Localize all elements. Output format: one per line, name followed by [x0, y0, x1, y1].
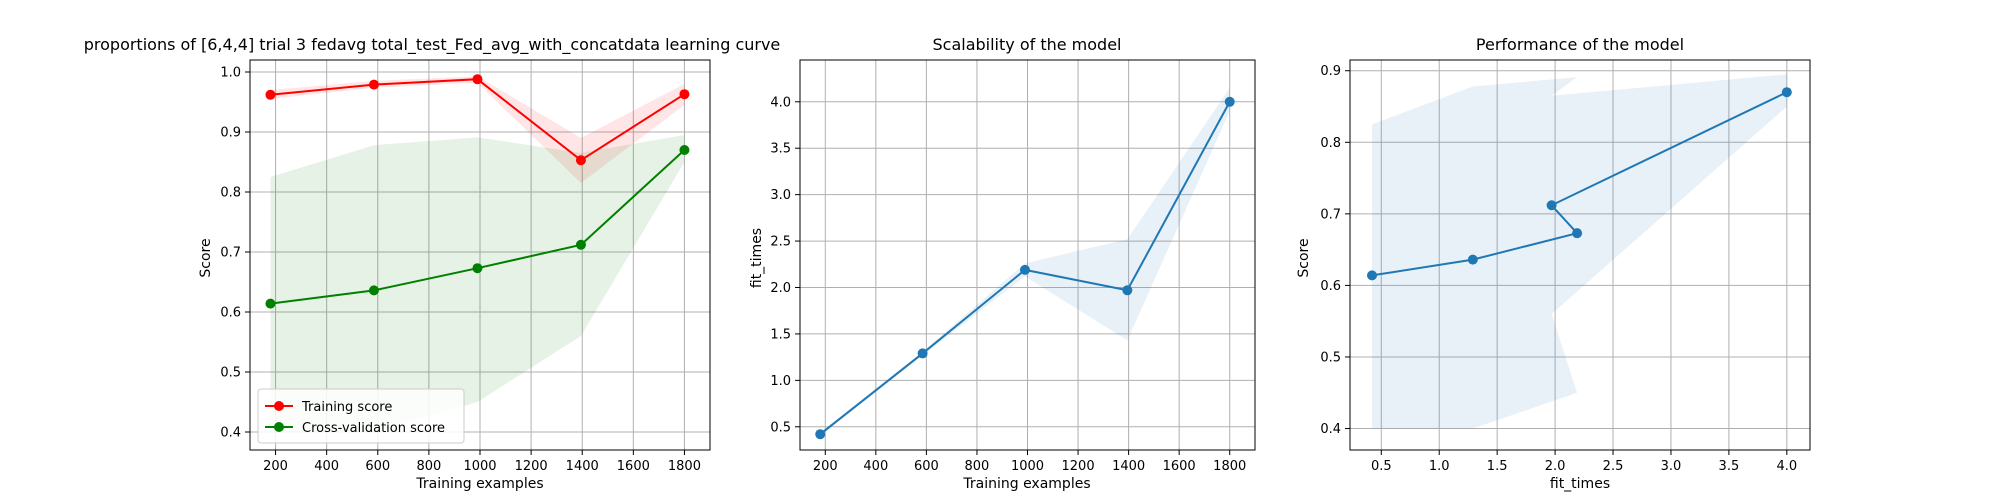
learning-curve-plot-area: 200 400 600 800 1000 1200 1400 1600 1800 0.4 0.5 0.… — [220, 59, 711, 474]
scalability-title: Scalability of the model — [933, 35, 1122, 54]
legend-label-cv: Cross-validation score — [302, 421, 445, 436]
learning-curve-ytick-label: 0.5 — [220, 366, 241, 381]
learning-curve-point-1-0 — [265, 298, 276, 309]
performance-ytick-label: 0.5 — [1320, 350, 1341, 365]
learning-curve-point-1-3 — [575, 239, 586, 250]
performance-xtick-label: 4.0 — [1776, 459, 1797, 474]
scalability-ytick-label: 1.5 — [770, 327, 791, 342]
learning-curve-xtick-label: 1200 — [515, 459, 548, 474]
performance-ytick-label: 0.8 — [1320, 136, 1341, 151]
scalability-xlabel: Training examples — [962, 476, 1090, 492]
learning-curve-xlabel: Training examples — [415, 476, 543, 492]
learning-curve-xtick-label: 600 — [365, 459, 390, 474]
learning-curve-ytick-label: 0.4 — [220, 426, 241, 441]
scalability-xtick-label: 200 — [813, 459, 838, 474]
learning-curve-point-1-4 — [679, 145, 690, 155]
performance-xtick-label: 2.5 — [1603, 459, 1624, 474]
learning-curve-xtick-label: 1000 — [463, 459, 496, 474]
scalability-point-0-2 — [1019, 264, 1030, 275]
performance-ytick-label: 0.7 — [1320, 207, 1341, 222]
scalability-xtick-label: 800 — [965, 459, 990, 474]
performance-xtick-label: 1.5 — [1487, 459, 1508, 474]
learning-curve-xtick-label: 1800 — [668, 459, 701, 474]
scalability-xtick-label: 1000 — [1011, 459, 1044, 474]
learning-curve-point-0-2 — [472, 74, 483, 85]
performance-point-0-4 — [1781, 87, 1792, 98]
performance-title: Performance of the model — [1476, 35, 1684, 54]
learning-curve-point-0-1 — [368, 79, 379, 90]
performance-point-0-0 — [1367, 270, 1378, 281]
scalability-point-0-0 — [815, 429, 826, 440]
scalability-xtick-label: 1600 — [1163, 459, 1196, 474]
scalability-ylabel: fit_times — [749, 228, 765, 288]
performance-frame — [1349, 59, 1811, 451]
legend: Training score Cross-validation score — [257, 388, 465, 444]
scalability-xtick-label: 600 — [914, 459, 939, 474]
scalability-point-0-4 — [1224, 96, 1235, 107]
legend-marker-training — [274, 401, 284, 411]
performance-xlabel: fit_times — [1550, 476, 1610, 492]
scalability-point-0-1 — [917, 348, 928, 359]
learning-curve-xtick-label: 1600 — [617, 459, 650, 474]
scalability-xtick-label: 400 — [863, 459, 888, 474]
learning-curve-ytick-label: 0.7 — [220, 246, 241, 261]
learning-curve-xtick-label: 200 — [263, 459, 288, 474]
performance-ytick-label: 0.9 — [1320, 64, 1341, 79]
learning-curve-panel: 200 400 600 800 1000 1200 1400 1600 1800 0.4 0.5 0.… — [84, 35, 781, 492]
scalability-xtick-label: 1400 — [1112, 459, 1145, 474]
scalability-ytick-label: 1.0 — [770, 374, 791, 389]
performance-xtick-label: 1.0 — [1429, 459, 1450, 474]
scalability-ytick-label: 0.5 — [770, 420, 791, 435]
learning-curve-point-0-3 — [575, 155, 586, 166]
performance-panel: 0.5 1.0 1.5 2.0 2.5 3.0 3.5 4.0 0.4 0.5 0.6 0.7 0.8 0… — [1296, 35, 1811, 492]
performance-xtick-label: 2.0 — [1545, 459, 1566, 474]
learning-curve-point-1-1 — [368, 285, 379, 296]
performance-point-0-3 — [1546, 200, 1557, 211]
scalability-ytick-label: 3.5 — [770, 142, 791, 157]
learning-curve-point-1-2 — [472, 263, 483, 274]
learning-curve-ylabel: Score — [198, 238, 214, 277]
performance-ytick-label: 0.4 — [1320, 422, 1341, 437]
scalability-xtick-label: 1800 — [1213, 459, 1246, 474]
performance-band-0 — [1372, 74, 1787, 429]
learning-curve-ytick-label: 0.9 — [220, 126, 241, 141]
scalability-ytick-label: 4.0 — [770, 95, 791, 110]
learning-curve-title: proportions of [6,4,4] trial 3 fedavg to… — [84, 35, 781, 55]
performance-ylabel: Score — [1296, 238, 1312, 277]
legend-label-training: Training score — [301, 400, 392, 415]
performance-point-0-2 — [1572, 228, 1583, 239]
learning-curve-xtick-label: 1400 — [566, 459, 599, 474]
learning-curve-point-0-4 — [679, 89, 690, 100]
performance-plot-area: 0.5 1.0 1.5 2.0 2.5 3.0 3.5 4.0 0.4 0.5 0.6 0.7 0.8 0… — [1320, 59, 1811, 474]
learning-curve-ytick-label: 0.8 — [220, 186, 241, 201]
scalability-plot-area: 200 400 600 800 1000 1200 1400 1600 1800 0.5 1.0 1.… — [770, 59, 1256, 474]
learning-curve-band-1 — [270, 135, 685, 432]
learning-curve-xtick-label: 400 — [314, 459, 339, 474]
scalability-ytick-label: 2.0 — [770, 281, 791, 296]
learning-curve-ytick-label: 1.0 — [220, 66, 241, 81]
scalability-xtick-label: 1200 — [1062, 459, 1095, 474]
scalability-ytick-label: 3.0 — [770, 188, 791, 203]
performance-point-0-1 — [1467, 254, 1478, 265]
learning-curve-ytick-label: 0.6 — [220, 306, 241, 321]
legend-marker-cv — [274, 422, 284, 432]
learning-curve-xtick-label: 800 — [416, 459, 441, 474]
scalability-ytick-label: 2.5 — [770, 235, 791, 250]
legend-frame — [257, 388, 465, 444]
performance-xtick-label: 3.5 — [1719, 459, 1740, 474]
performance-ytick-label: 0.6 — [1320, 279, 1341, 294]
performance-xtick-label: 3.0 — [1661, 459, 1682, 474]
scalability-point-0-3 — [1122, 285, 1133, 296]
scalability-panel: 200 400 600 800 1000 1200 1400 1600 1800 0.5 1.0 1.… — [749, 35, 1256, 492]
learning-curve-point-0-0 — [265, 89, 276, 100]
performance-xtick-label: 0.5 — [1371, 459, 1392, 474]
